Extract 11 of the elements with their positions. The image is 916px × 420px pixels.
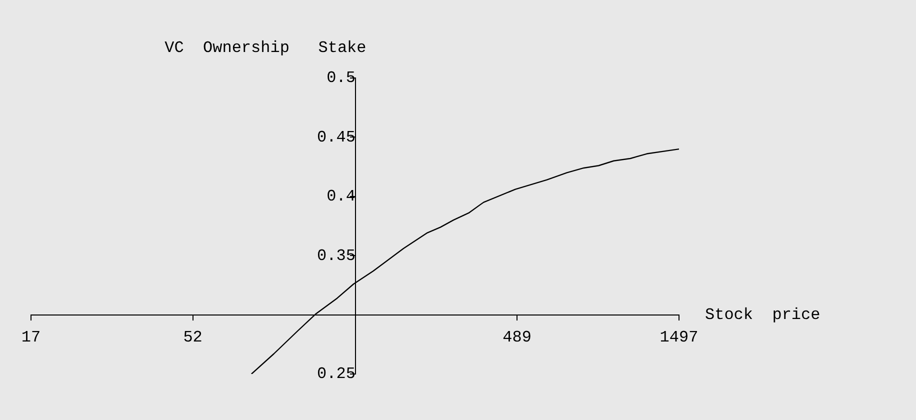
x-tick-label: 1497 [660,328,698,347]
x-tick-label: 489 [502,328,532,347]
y-tick-label: 0.25 [317,365,356,384]
x-tick-label: 52 [183,328,202,347]
x-tick-label: 17 [21,328,41,347]
y-tick-label: 0.5 [326,69,356,88]
y-tick-label: 0.4 [326,188,356,206]
y-tick-label: 0.45 [317,128,356,146]
x-axis-title: Stock price [705,306,820,324]
y-axis-title: VC Ownership Stake [164,39,366,57]
y-tick-label: 0.35 [317,246,356,265]
